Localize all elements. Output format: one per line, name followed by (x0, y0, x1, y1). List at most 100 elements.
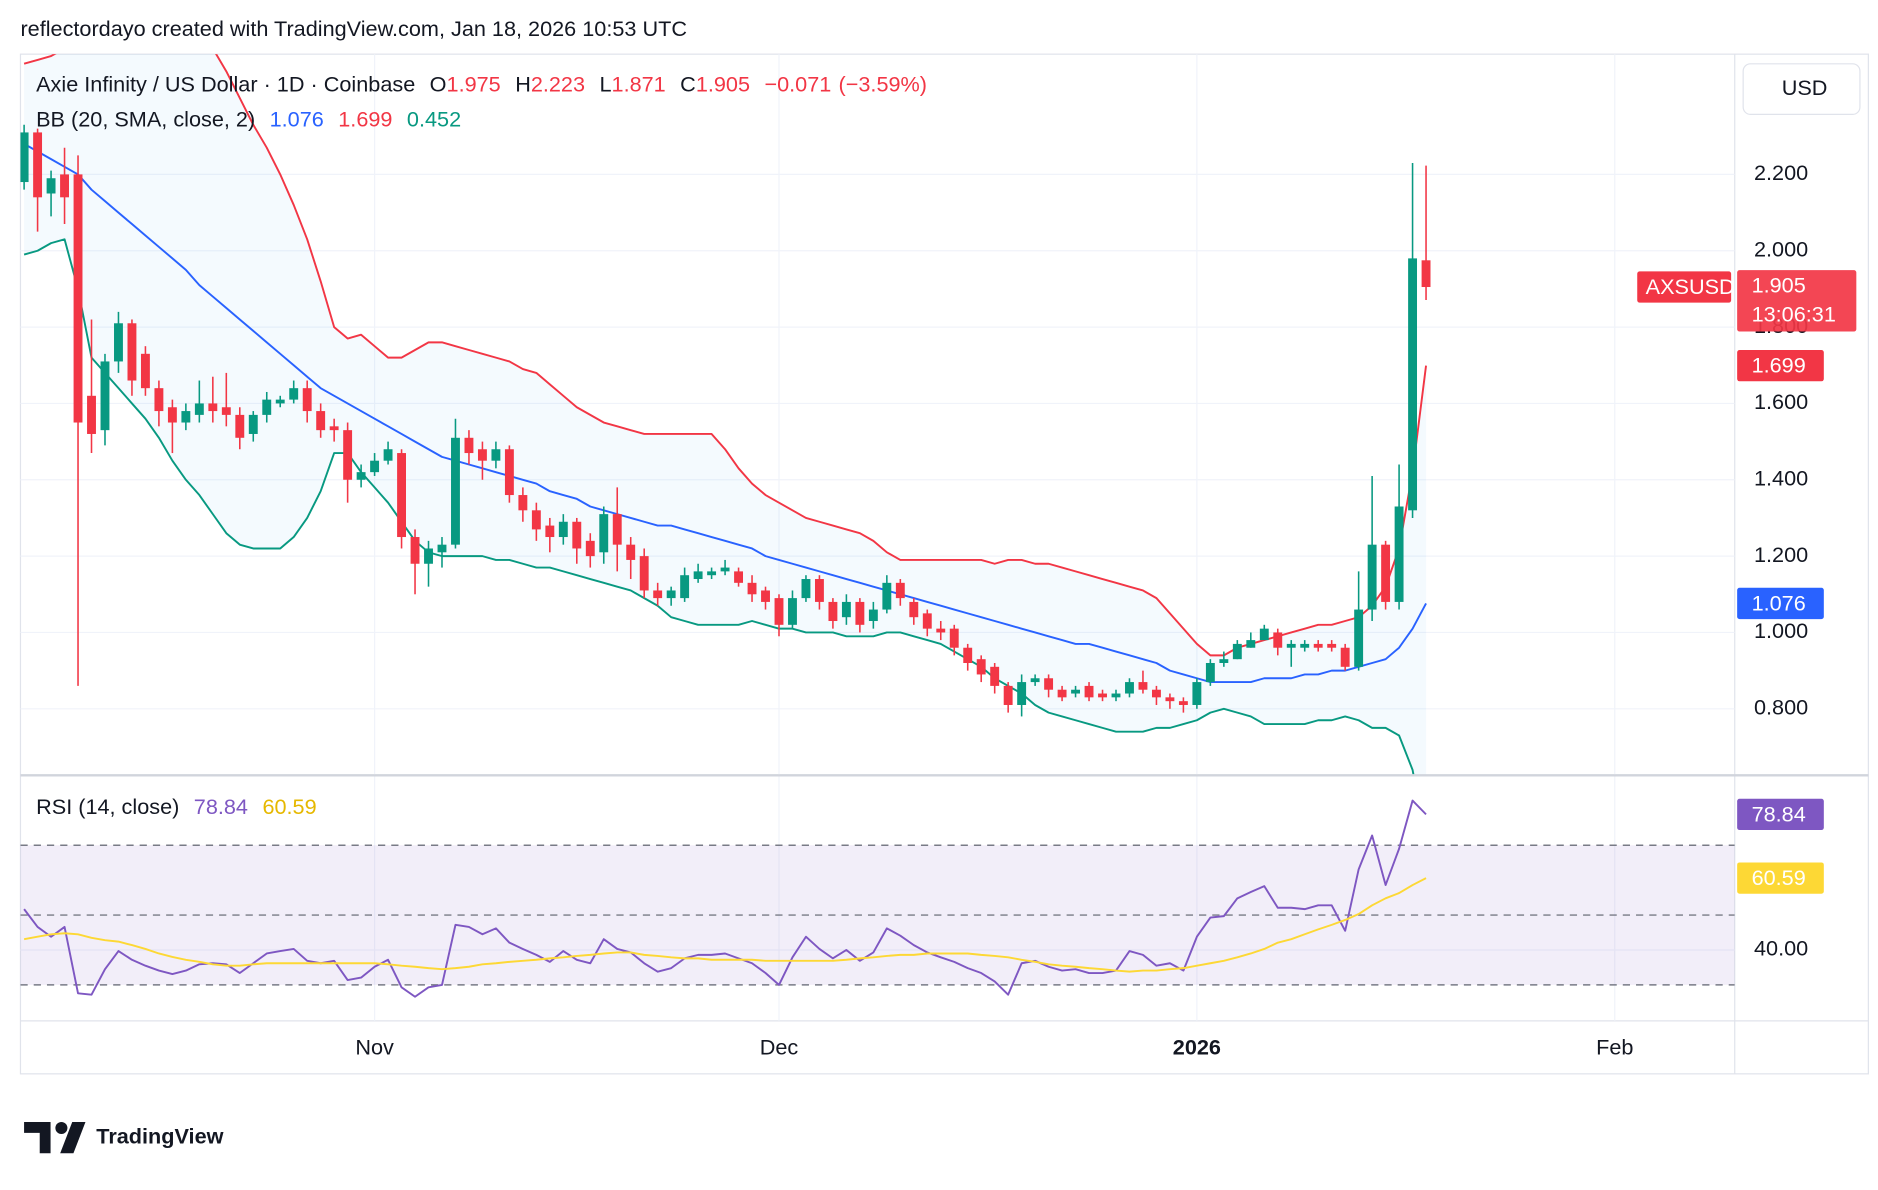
symbol-badge-bg (1637, 271, 1732, 303)
candle-body (1300, 643, 1310, 648)
candle-body (60, 174, 69, 198)
brand-logo (24, 1121, 86, 1154)
candle-body (1003, 685, 1013, 705)
bb-value: 1.699 (338, 106, 392, 131)
candle-body (464, 437, 474, 454)
candle-body (734, 571, 744, 583)
candle-body (1084, 685, 1094, 698)
change-pct: (−3.59%) (839, 71, 927, 96)
y-tick-label: 2.000 (1754, 236, 1808, 261)
candle-body (585, 540, 595, 557)
rsi-name: RSI (14, close) (36, 793, 179, 818)
legend-rsi: RSI (14, close) 78.84 60.59 (36, 793, 317, 818)
change: −0.071 (764, 71, 831, 96)
candle-body (194, 403, 204, 415)
candle-body (329, 426, 339, 431)
candle-body (653, 590, 663, 599)
candle-body (909, 601, 919, 618)
candle-body (140, 353, 150, 389)
x-tick-label: Nov (355, 1034, 394, 1059)
candle-body (167, 407, 177, 423)
bb-line (23, 143, 1427, 684)
rsi-badge-bg (1737, 862, 1824, 894)
bb-values: 1.076 1.699 0.452 (270, 106, 462, 131)
candle-body (680, 575, 690, 599)
rsi-badge: 78.84 (1752, 801, 1806, 826)
candle-body (302, 388, 312, 412)
candle-body (1111, 693, 1121, 698)
attribution: reflectordayo created with TradingView.c… (20, 16, 687, 41)
overlay: NovDec2026Feb2.2002.0001.8001.6001.4001.… (355, 160, 1857, 1059)
candle-body (747, 582, 757, 595)
ohlc-value: 1.975 (447, 71, 501, 96)
ohlc-letter: H (515, 71, 531, 96)
bb-badge: 1.699 (1752, 353, 1806, 378)
candle-body (1381, 544, 1391, 602)
candle-body (1178, 701, 1188, 705)
price-pane (20, 54, 1735, 775)
candle-body (504, 449, 514, 496)
candle-body (1232, 643, 1242, 660)
candle-body (356, 472, 366, 480)
currency-box[interactable] (1742, 63, 1861, 115)
candle-body (801, 579, 811, 599)
candle-body (1165, 697, 1175, 702)
candle-body (855, 601, 865, 625)
candle-body (1017, 682, 1027, 705)
bb-name: BB (20, SMA, close, 2) (36, 106, 255, 131)
candle-body (788, 598, 797, 625)
ohlc-value: 1.905 (696, 71, 750, 96)
candle-body (1394, 506, 1404, 602)
ohlc-letter: O (430, 71, 447, 96)
rsi-values: 78.84 60.59 (194, 793, 317, 818)
candle-body (518, 495, 528, 511)
candle-body (33, 132, 43, 198)
rsi-band (20, 845, 1735, 985)
candle-body (895, 582, 905, 599)
candle-body (828, 601, 838, 622)
symbol-badge: AXSUSD (1646, 274, 1735, 299)
candle-body (87, 395, 96, 434)
x-tick-label: Feb (1596, 1034, 1633, 1059)
candle-body (235, 414, 245, 438)
candle-body (545, 525, 555, 538)
logo-slash (60, 1121, 86, 1154)
y-tick-label: 1.600 (1754, 389, 1808, 414)
legend-main: Axie Infinity / US Dollar · 1D · Coinbas… (36, 71, 927, 96)
candle-body (100, 361, 110, 431)
candle-body (1327, 643, 1337, 648)
candle-body (774, 598, 784, 625)
candle-body (1421, 260, 1431, 288)
candle-body (248, 414, 258, 434)
candle-body (599, 514, 609, 553)
price-badge: 1.905 (1752, 273, 1806, 298)
candle-body (868, 609, 878, 622)
chart-title: Axie Infinity / US Dollar · 1D · Coinbas… (36, 71, 415, 96)
candle-body (383, 449, 393, 461)
ohlc-value: 1.871 (612, 71, 666, 96)
candle-body (1273, 632, 1283, 648)
candle-body (491, 449, 501, 461)
candle-body (666, 590, 676, 599)
ohlc-value: 2.223 (531, 71, 585, 96)
candle-body (976, 659, 986, 675)
candle-body (437, 544, 447, 553)
candle-body (612, 514, 622, 545)
ohlc-letter: L (599, 71, 611, 96)
candle-body (20, 132, 29, 183)
candle-body (936, 628, 946, 633)
candle-body (1219, 659, 1229, 663)
candle-body (707, 571, 717, 576)
currency[interactable]: USD (1782, 75, 1828, 100)
candle-body (1408, 258, 1418, 511)
candle-body (626, 544, 636, 560)
candle-body (477, 449, 487, 461)
y-tick-label: 0.800 (1754, 695, 1808, 720)
candle-body (1098, 693, 1107, 698)
logo-dot (55, 1121, 68, 1135)
rsi-badge-bg (1737, 798, 1824, 831)
candle-body (1340, 647, 1350, 667)
candle-body (531, 510, 541, 530)
candle-body (275, 399, 285, 404)
